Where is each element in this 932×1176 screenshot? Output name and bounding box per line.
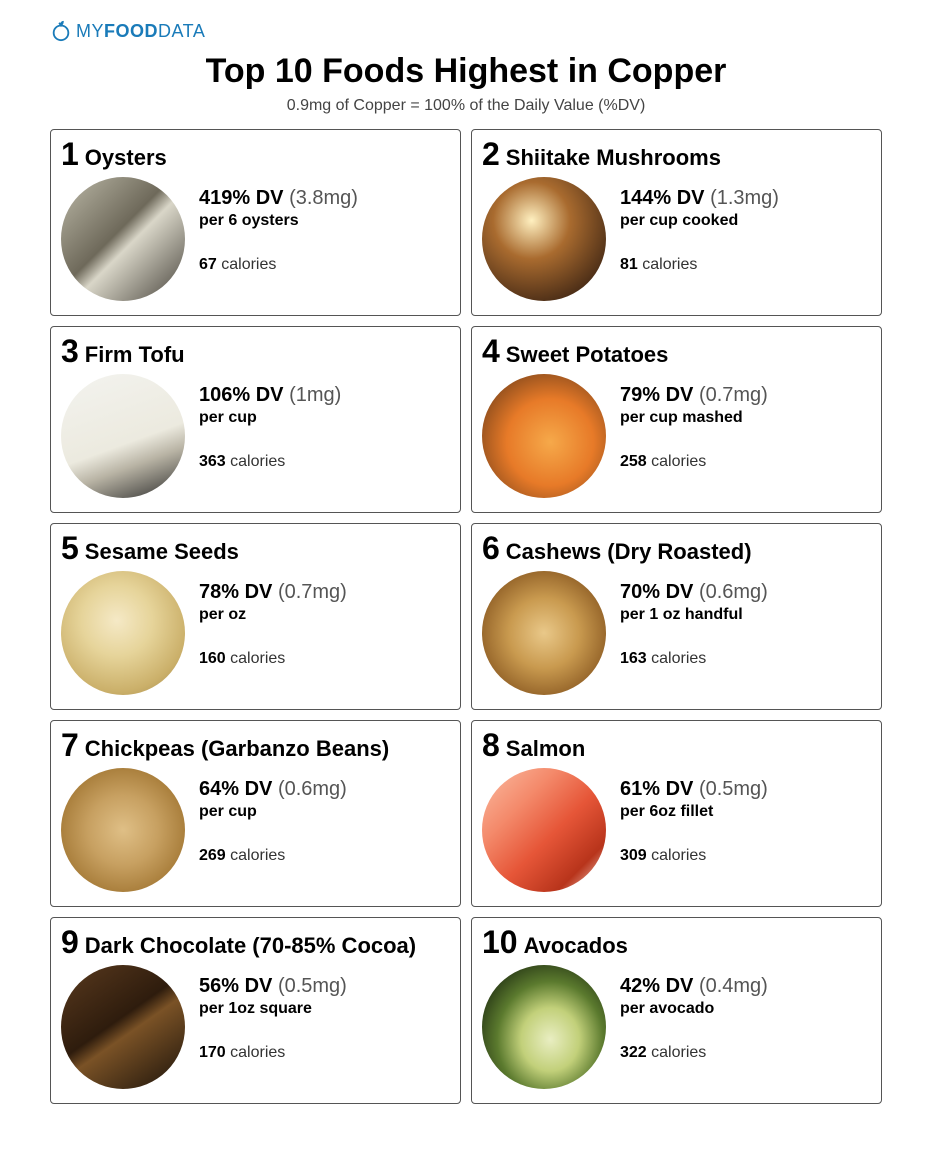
calories: 363 calories (199, 453, 341, 471)
food-image (482, 374, 606, 498)
brand-text: MYFOODDATA (76, 21, 205, 42)
dv-line: 79% DV (0.7mg) (620, 384, 768, 407)
food-card: 7 Chickpeas (Garbanzo Beans) 64% DV (0.6… (50, 720, 461, 907)
food-name: Sesame Seeds (85, 539, 239, 565)
food-name: Avocados (524, 933, 628, 959)
food-name: Firm Tofu (85, 342, 185, 368)
food-rank: 9 (61, 926, 79, 958)
page-subtitle: 0.9mg of Copper = 100% of the Daily Valu… (50, 97, 882, 115)
food-image (482, 177, 606, 301)
calories: 309 calories (620, 847, 768, 865)
serving-size: per avocado (620, 1000, 768, 1018)
calories: 67 calories (199, 256, 358, 274)
food-name: Dark Chocolate (70-85% Cocoa) (85, 933, 416, 959)
calories: 170 calories (199, 1044, 347, 1062)
dv-line: 106% DV (1mg) (199, 384, 341, 407)
food-image (61, 768, 185, 892)
food-rank: 8 (482, 729, 500, 761)
serving-size: per 1oz square (199, 1000, 347, 1018)
serving-size: per 6 oysters (199, 212, 358, 230)
food-rank: 1 (61, 138, 79, 170)
food-image (61, 571, 185, 695)
food-card: 8 Salmon 61% DV (0.5mg) per 6oz fillet 3… (471, 720, 882, 907)
serving-size: per cup (199, 803, 347, 821)
food-name: Cashews (Dry Roasted) (506, 539, 752, 565)
brand-logo: MYFOODDATA (50, 20, 882, 42)
food-name: Chickpeas (Garbanzo Beans) (85, 736, 389, 762)
dv-line: 61% DV (0.5mg) (620, 778, 768, 801)
food-image (61, 374, 185, 498)
dv-line: 42% DV (0.4mg) (620, 975, 768, 998)
food-card: 5 Sesame Seeds 78% DV (0.7mg) per oz 160… (50, 523, 461, 710)
calories: 81 calories (620, 256, 779, 274)
serving-size: per cup (199, 409, 341, 427)
food-rank: 3 (61, 335, 79, 367)
dv-line: 64% DV (0.6mg) (199, 778, 347, 801)
dv-line: 78% DV (0.7mg) (199, 581, 347, 604)
food-card: 2 Shiitake Mushrooms 144% DV (1.3mg) per… (471, 129, 882, 316)
apple-icon (50, 20, 72, 42)
food-rank: 2 (482, 138, 500, 170)
calories: 258 calories (620, 453, 768, 471)
food-card: 1 Oysters 419% DV (3.8mg) per 6 oysters … (50, 129, 461, 316)
dv-line: 56% DV (0.5mg) (199, 975, 347, 998)
food-rank: 5 (61, 532, 79, 564)
serving-size: per 6oz fillet (620, 803, 768, 821)
dv-line: 419% DV (3.8mg) (199, 187, 358, 210)
serving-size: per 1 oz handful (620, 606, 768, 624)
food-name: Shiitake Mushrooms (506, 145, 721, 171)
calories: 322 calories (620, 1044, 768, 1062)
calories: 269 calories (199, 847, 347, 865)
calories: 160 calories (199, 650, 347, 668)
food-name: Sweet Potatoes (506, 342, 669, 368)
food-grid: 1 Oysters 419% DV (3.8mg) per 6 oysters … (50, 129, 882, 1104)
food-card: 6 Cashews (Dry Roasted) 70% DV (0.6mg) p… (471, 523, 882, 710)
food-image (61, 177, 185, 301)
food-card: 10 Avocados 42% DV (0.4mg) per avocado 3… (471, 917, 882, 1104)
serving-size: per oz (199, 606, 347, 624)
food-rank: 7 (61, 729, 79, 761)
serving-size: per cup cooked (620, 212, 779, 230)
food-rank: 6 (482, 532, 500, 564)
calories: 163 calories (620, 650, 768, 668)
dv-line: 70% DV (0.6mg) (620, 581, 768, 604)
food-image (482, 768, 606, 892)
food-name: Salmon (506, 736, 585, 762)
food-image (482, 965, 606, 1089)
food-image (482, 571, 606, 695)
page-title: Top 10 Foods Highest in Copper (50, 52, 882, 91)
food-rank: 10 (482, 926, 518, 958)
dv-line: 144% DV (1.3mg) (620, 187, 779, 210)
food-image (61, 965, 185, 1089)
food-name: Oysters (85, 145, 167, 171)
food-rank: 4 (482, 335, 500, 367)
serving-size: per cup mashed (620, 409, 768, 427)
food-card: 9 Dark Chocolate (70-85% Cocoa) 56% DV (… (50, 917, 461, 1104)
food-card: 3 Firm Tofu 106% DV (1mg) per cup 363 ca… (50, 326, 461, 513)
food-card: 4 Sweet Potatoes 79% DV (0.7mg) per cup … (471, 326, 882, 513)
